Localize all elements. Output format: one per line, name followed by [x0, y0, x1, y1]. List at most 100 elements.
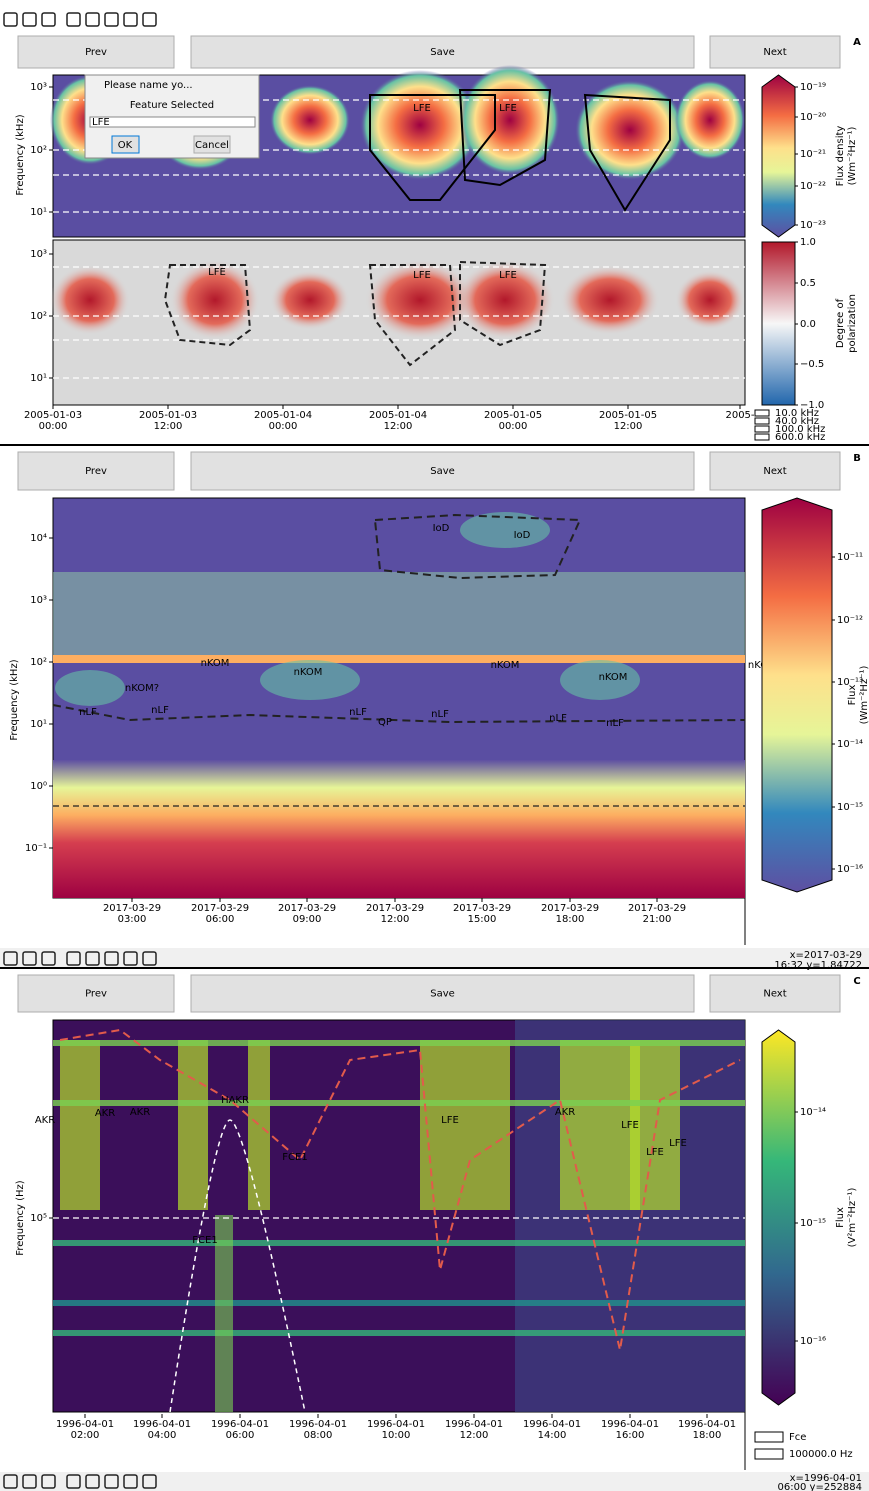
toolbar-icon[interactable]: [3, 1474, 18, 1489]
y-tick-label: 10²: [30, 657, 47, 668]
toolbar-icon[interactable]: [3, 951, 18, 966]
x-tick-label: 1996-04-01: [211, 1419, 269, 1430]
x-tick-label: 2005-: [725, 410, 754, 421]
feature-label: LFE: [499, 270, 517, 281]
colorbar-tick-label: 10⁻¹⁴: [800, 1107, 826, 1118]
x-tick-label: 12:00: [381, 914, 410, 925]
toolbar-icon[interactable]: [85, 12, 100, 27]
feature-label: nKOM: [294, 667, 323, 678]
x-tick-label: 2017-03-29: [541, 903, 599, 914]
y-tick-label: 10⁰: [30, 781, 47, 792]
feature-outline: [52, 704, 746, 724]
button-label: Save: [430, 466, 455, 477]
colorbar-tick-label: 10⁻²³: [800, 220, 826, 231]
toolbar-icon[interactable]: [142, 951, 157, 966]
button[interactable]: [17, 451, 175, 491]
feature-outline: [583, 93, 671, 212]
button[interactable]: [190, 974, 695, 1013]
toolbar-icon[interactable]: [41, 951, 56, 966]
dialog-button-label: Cancel: [195, 140, 229, 151]
legend-swatch: [754, 417, 770, 425]
toolbar-icon[interactable]: [3, 12, 18, 27]
toolbar-icon[interactable]: [123, 951, 138, 966]
toolbar-icon[interactable]: [123, 12, 138, 27]
coords: 06:00 y=252884: [778, 1482, 862, 1491]
x-tick-label: 2005-01-04: [254, 410, 312, 421]
colorbar-tick-label: 10⁻²¹: [800, 149, 826, 160]
x-tick-label: 09:00: [293, 914, 322, 925]
toolbar-icon[interactable]: [41, 1474, 56, 1489]
x-tick-label: 1996-04-01: [367, 1419, 425, 1430]
x-tick-label: 12:00: [460, 1430, 489, 1441]
band-bright: [53, 655, 745, 663]
feature-label: LFE: [669, 1138, 687, 1149]
toolbar-icon[interactable]: [123, 1474, 138, 1489]
x-tick-label: 2017-03-29: [628, 903, 686, 914]
toolbar-icon[interactable]: [66, 1474, 81, 1489]
dialog-button[interactable]: [193, 135, 231, 154]
y-tick-label: 10²: [30, 311, 47, 322]
feature-label: QP: [378, 717, 392, 728]
status-bar: [0, 1472, 869, 1491]
x-tick-label: 2005-01-05: [484, 410, 542, 421]
x-tick-label: 2017-03-29: [366, 903, 424, 914]
feature-outline: [459, 260, 547, 347]
x-tick-label: 12:00: [154, 421, 183, 432]
button[interactable]: [17, 35, 175, 69]
feature-label: nKOM: [491, 660, 520, 671]
colorbar-tick-label: 10⁻¹¹: [837, 552, 863, 563]
button[interactable]: [190, 451, 695, 491]
colorbar-tick-label: 0.5: [800, 278, 816, 289]
x-tick-label: 2005-01-04: [369, 410, 427, 421]
toolbar-icon[interactable]: [142, 12, 157, 27]
toolbar-icon[interactable]: [66, 12, 81, 27]
toolbar-icon[interactable]: [85, 951, 100, 966]
toolbar-icon[interactable]: [142, 1474, 157, 1489]
x-tick-label: 00:00: [499, 421, 528, 432]
button[interactable]: [190, 35, 695, 69]
feature-outline: [373, 513, 582, 580]
button[interactable]: [17, 974, 175, 1013]
toolbar-icon[interactable]: [104, 951, 119, 966]
x-tick-label: 04:00: [148, 1430, 177, 1441]
toolbar-icon[interactable]: [41, 12, 56, 27]
flux-blob: [460, 65, 560, 175]
x-tick-label: 15:00: [468, 914, 497, 925]
legend-label: 40.0 kHz: [775, 416, 819, 427]
toolbar-icon[interactable]: [22, 951, 37, 966]
emission-stripe: [248, 1040, 270, 1210]
colorbar-tick-label: 0.0: [800, 319, 816, 330]
x-tick-label: 1996-04-01: [678, 1419, 736, 1430]
button[interactable]: [709, 974, 841, 1013]
button[interactable]: [709, 451, 841, 491]
dialog-input[interactable]: [89, 116, 256, 128]
toolbar-icon[interactable]: [22, 1474, 37, 1489]
colorbar-tick-label: 10⁻¹⁵: [800, 1218, 826, 1229]
flux-blob: [270, 85, 350, 155]
toolbar-icon[interactable]: [85, 1474, 100, 1489]
colorbar-label: polarization: [847, 294, 858, 353]
polarization-blob: [675, 270, 745, 330]
x-tick-label: 18:00: [556, 914, 585, 925]
x-tick-label: 14:00: [538, 1430, 567, 1441]
toolbar-icon[interactable]: [104, 12, 119, 27]
feature-outline: [163, 264, 252, 347]
legend-swatch: [754, 409, 770, 417]
flux-blob: [575, 80, 685, 180]
polarization-blob: [50, 265, 130, 335]
colorbar: [761, 241, 796, 406]
status-bar: [0, 948, 869, 968]
emission-column: [215, 1215, 233, 1412]
feature-outline: [368, 264, 457, 367]
colorbar-label: (Wm⁻²Hz⁻¹): [859, 666, 869, 725]
toolbar-icon[interactable]: [22, 12, 37, 27]
toolbar-icon[interactable]: [104, 1474, 119, 1489]
toolbar-icon[interactable]: [66, 951, 81, 966]
colorbar: [761, 497, 833, 893]
x-tick-label: 00:00: [269, 421, 298, 432]
button[interactable]: [709, 35, 841, 69]
dialog-button[interactable]: [111, 135, 140, 154]
colorbar-tick-label: 1.0: [800, 237, 816, 248]
polarization-blob: [560, 265, 660, 335]
legend-label: 600.0 kHz: [775, 432, 825, 443]
